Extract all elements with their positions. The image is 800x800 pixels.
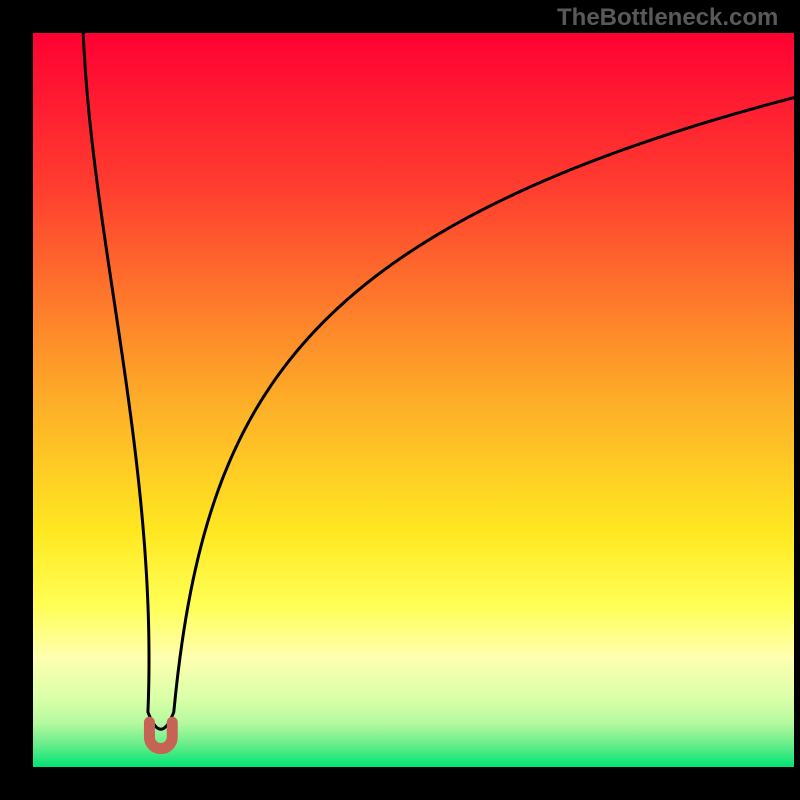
gradient-background	[33, 33, 794, 767]
bottleneck-chart	[0, 0, 800, 800]
watermark-text: TheBottleneck.com	[557, 4, 778, 32]
